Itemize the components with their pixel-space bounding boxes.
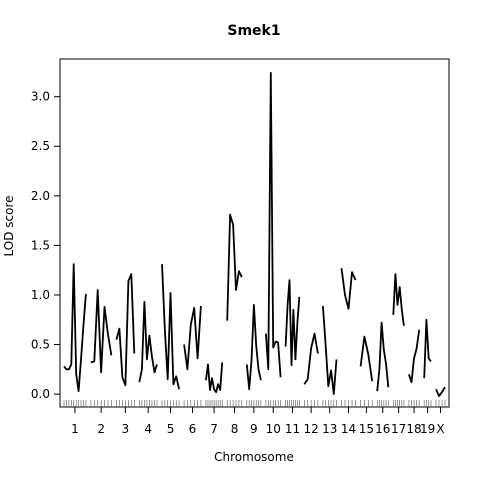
lod-curve-chr-7 bbox=[205, 362, 224, 394]
x-axis-label: Chromosome bbox=[214, 450, 294, 464]
lod-curve-chr-X bbox=[435, 386, 446, 398]
x-tick-label-chr-14: 14 bbox=[341, 422, 356, 436]
lod-curve-chr-9 bbox=[245, 303, 262, 391]
y-tick-label: 2.0 bbox=[31, 189, 50, 203]
lod-curve-chr-4 bbox=[138, 300, 158, 383]
lod-curve-chr-5 bbox=[161, 264, 180, 390]
x-tick-label-chr-18: 18 bbox=[406, 422, 421, 436]
y-tick-label: 2.5 bbox=[31, 139, 50, 153]
x-tick-label-chr-12: 12 bbox=[303, 422, 318, 436]
x-tick-label-chr-2: 2 bbox=[97, 422, 105, 436]
lod-curve-chr-3 bbox=[115, 273, 136, 387]
plot-layer: 0.00.51.01.52.02.53.01 2 3 4 5 6 7 8 9 10 11 12 13 14… bbox=[31, 58, 450, 436]
lod-curve-chr-12 bbox=[303, 332, 319, 385]
lod-curve-chr-14 bbox=[340, 268, 357, 310]
chart-title: Smek1 bbox=[227, 23, 280, 39]
lod-curve-chr-15 bbox=[359, 335, 374, 382]
y-tick-label: 0.0 bbox=[31, 387, 50, 401]
y-axis-label: LOD score bbox=[2, 195, 16, 256]
y-tick-label: 3.0 bbox=[31, 90, 50, 104]
lod-curve-chr-16 bbox=[376, 321, 390, 392]
x-tick-label-chr-8: 8 bbox=[231, 422, 239, 436]
x-tick-label-chr-19: 19 bbox=[420, 422, 435, 436]
lod-curve-chr-19 bbox=[423, 318, 432, 379]
x-tick-label-chr-4: 4 bbox=[144, 422, 152, 436]
plot-frame bbox=[59, 58, 450, 408]
lod-curve-chr-6 bbox=[183, 305, 202, 371]
x-tick-label-chr-5: 5 bbox=[167, 422, 175, 436]
x-tick-label-chr-17: 17 bbox=[391, 422, 406, 436]
x-tick-label-chr-13: 13 bbox=[322, 422, 337, 436]
lod-curve-chr-2 bbox=[90, 289, 113, 374]
y-tick-label: 1.0 bbox=[31, 288, 50, 302]
lod-curve-chr-17 bbox=[392, 273, 405, 326]
lod-curve-chr-1 bbox=[63, 263, 87, 393]
lod-curve-chr-13 bbox=[322, 305, 338, 396]
x-tick-label-chr-X: X bbox=[436, 422, 444, 436]
x-tick-label-chr-10: 10 bbox=[266, 422, 281, 436]
x-tick-label-chr-15: 15 bbox=[359, 422, 374, 436]
x-tick-label-chr-16: 16 bbox=[375, 422, 390, 436]
x-tick-label-chr-9: 9 bbox=[250, 422, 258, 436]
x-tick-label-chr-7: 7 bbox=[210, 422, 218, 436]
y-tick-label: 0.5 bbox=[31, 338, 50, 352]
lod-curve-chr-8 bbox=[226, 213, 243, 321]
lod-curve-chr-18 bbox=[408, 329, 421, 384]
lod-curve-chr-11 bbox=[284, 279, 301, 367]
x-tick-label-chr-6: 6 bbox=[189, 422, 197, 436]
y-tick-label: 1.5 bbox=[31, 238, 50, 252]
lod-curve-chr-10 bbox=[265, 72, 282, 378]
x-tick-label-chr-11: 11 bbox=[285, 422, 300, 436]
x-tick-label-chr-1: 1 bbox=[71, 422, 79, 436]
x-tick-label-chr-3: 3 bbox=[122, 422, 130, 436]
